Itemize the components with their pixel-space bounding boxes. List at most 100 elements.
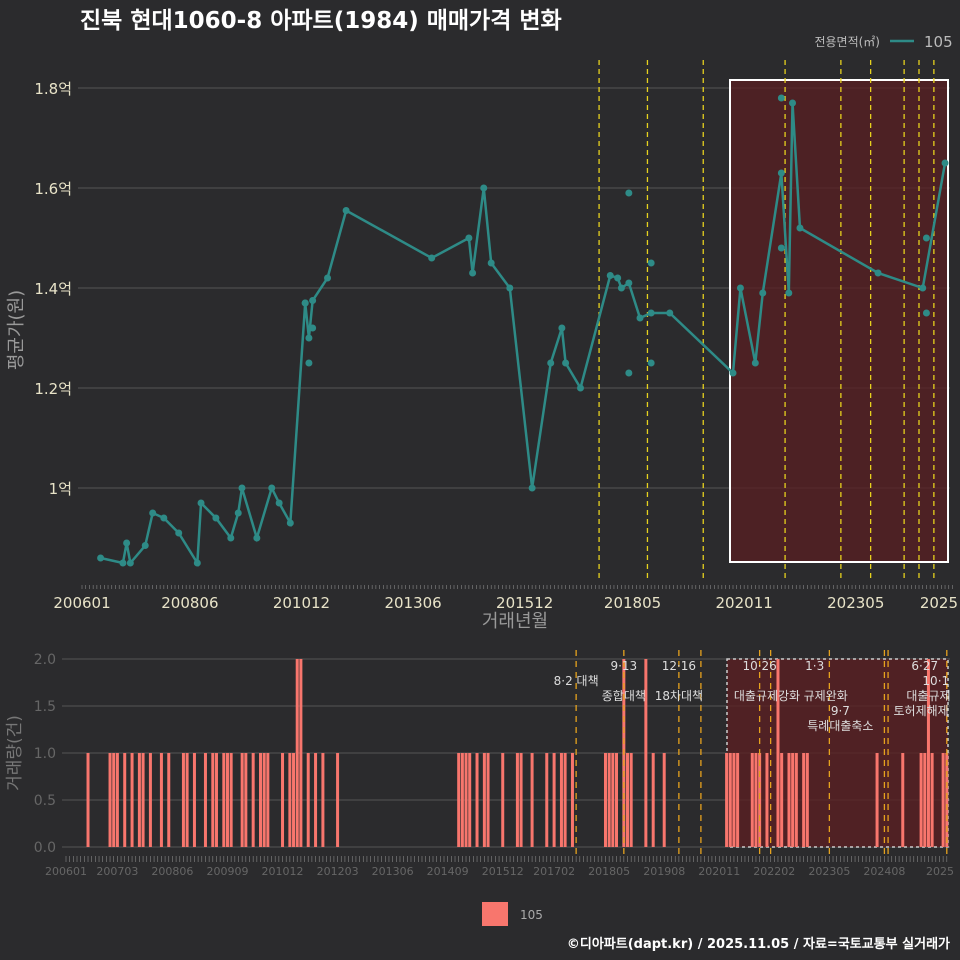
- y-tick-label: 1.6억: [34, 180, 72, 198]
- volume-bar: [192, 753, 196, 847]
- price-point: [119, 559, 127, 567]
- price-point: [253, 534, 261, 542]
- y-tick-label: 1.2억: [34, 380, 72, 398]
- price-point: [149, 509, 157, 517]
- volume-bar: [229, 753, 233, 847]
- volume-bar: [244, 753, 248, 847]
- volume-bar: [545, 753, 549, 847]
- policy-annotation: 대출규제: [906, 689, 950, 703]
- policy-annotation: 규제완화: [804, 689, 848, 703]
- price-point: [777, 169, 785, 177]
- y-axis-label: 평균가(원): [6, 290, 27, 370]
- x-tick-label: 200703: [96, 865, 138, 878]
- x-tick-label: 200601: [45, 865, 87, 878]
- volume-bar: [321, 753, 325, 847]
- price-point: [487, 259, 495, 267]
- footer-credit: ©디아파트(dapt.kr) / 2025.11.05 / 자료=국토교통부 실…: [567, 936, 950, 952]
- volume-bar: [468, 753, 472, 847]
- transaction-point: [305, 359, 313, 367]
- x-tick-label: 2025: [920, 594, 958, 612]
- volume-bar: [626, 753, 630, 847]
- volume-bar: [167, 753, 171, 847]
- y-tick-label: 1.0: [34, 746, 56, 762]
- price-point: [309, 297, 317, 304]
- y-tick-label: 2.0: [34, 652, 56, 668]
- price-point: [941, 159, 949, 167]
- transaction-point: [625, 369, 633, 377]
- volume-bar: [875, 753, 879, 847]
- transaction-point: [777, 94, 785, 102]
- volume-bar: [288, 753, 292, 847]
- price-point: [558, 324, 566, 332]
- transaction-point: [301, 299, 309, 307]
- price-point: [238, 484, 246, 492]
- volume-bar: [460, 753, 464, 847]
- price-point: [324, 274, 332, 282]
- volume-bar: [662, 753, 666, 847]
- volume-bar: [515, 753, 519, 847]
- x-axis-label: 거래년월: [482, 611, 548, 632]
- volume-bar: [651, 753, 655, 847]
- price-point: [647, 309, 655, 317]
- volume-bar: [530, 753, 534, 847]
- price-point: [789, 99, 797, 107]
- volume-bar: [559, 753, 563, 847]
- policy-annotation: 종합대책: [602, 688, 646, 703]
- policy-annotation: 8·2 대책: [554, 673, 599, 688]
- y-tick-label: 1억: [49, 480, 72, 498]
- volume-bar: [266, 753, 270, 847]
- policy-annotation: 12·16: [662, 659, 696, 673]
- x-tick-label: 2025: [926, 865, 954, 878]
- price-point: [268, 484, 276, 492]
- volume-bar: [295, 659, 299, 847]
- price-point: [193, 559, 201, 567]
- price-point: [614, 274, 622, 282]
- price-point: [576, 384, 584, 392]
- x-tick-label: 201512: [482, 865, 524, 878]
- volume-bar: [945, 753, 949, 847]
- volume-bar: [758, 753, 762, 847]
- volume-bar: [185, 753, 189, 847]
- volume-bar: [519, 753, 523, 847]
- x-tick-label: 202305: [827, 594, 884, 612]
- price-point: [625, 279, 633, 287]
- policy-annotation: 9·13: [610, 659, 637, 673]
- volume-bar: [159, 753, 163, 847]
- price-point: [126, 559, 134, 567]
- policy-annotation: 6·27: [911, 659, 938, 673]
- y-tick-label: 1.5: [34, 699, 56, 715]
- volume-bar: [603, 753, 607, 847]
- legend-label: 105: [924, 33, 953, 51]
- volume-bar: [108, 753, 112, 847]
- volume-bar: [314, 753, 318, 847]
- volume-bar: [776, 659, 780, 847]
- chart-title: 진북 현대1060-8 아파트(1984) 매매가격 변화: [80, 8, 562, 34]
- volume-bar: [181, 753, 185, 847]
- price-point: [874, 269, 882, 277]
- volume-bar: [732, 753, 736, 847]
- legend-swatch-icon: [482, 902, 508, 926]
- transaction-point: [309, 324, 317, 332]
- x-tick-label: 200601: [53, 594, 110, 612]
- policy-annotation: 대출규제강화: [734, 689, 800, 703]
- x-tick-label: 201012: [262, 865, 304, 878]
- volume-bar: [765, 753, 769, 847]
- price-point: [666, 309, 674, 317]
- x-tick-label: 201702: [533, 865, 575, 878]
- x-tick-label: 201805: [604, 594, 661, 612]
- x-tick-label: 200806: [151, 865, 193, 878]
- price-point: [562, 359, 570, 367]
- x-tick-label: 201512: [496, 594, 553, 612]
- volume-bar: [754, 753, 758, 847]
- price-point: [617, 284, 625, 292]
- volume-bar: [336, 753, 340, 847]
- volume-bar: [780, 753, 784, 847]
- volume-bar: [464, 753, 468, 847]
- volume-bar: [611, 753, 615, 847]
- volume-bar: [141, 753, 145, 847]
- volume-bar: [306, 753, 310, 847]
- volume-bar: [259, 753, 263, 847]
- volume-bar: [251, 753, 255, 847]
- x-tick-label: 202202: [753, 865, 795, 878]
